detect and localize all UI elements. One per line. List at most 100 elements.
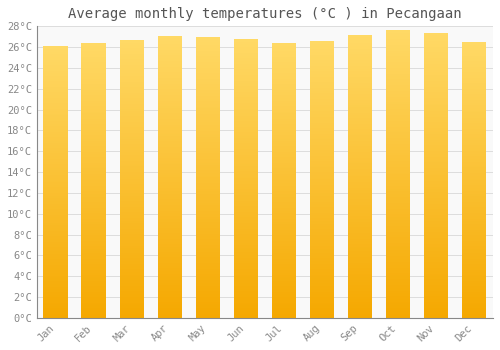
Bar xyxy=(196,239,220,240)
Bar xyxy=(310,66,334,67)
Bar xyxy=(310,290,334,292)
Bar xyxy=(44,313,68,314)
Bar xyxy=(272,130,296,131)
Bar xyxy=(196,102,220,103)
Bar xyxy=(386,74,410,75)
Bar xyxy=(462,289,486,290)
Bar xyxy=(424,131,448,132)
Bar xyxy=(272,122,296,124)
Bar xyxy=(158,116,182,118)
Bar xyxy=(44,187,68,189)
Bar xyxy=(348,220,372,222)
Bar xyxy=(424,238,448,239)
Bar xyxy=(234,287,258,288)
Bar xyxy=(196,246,220,247)
Bar xyxy=(348,131,372,132)
Bar xyxy=(310,121,334,122)
Bar xyxy=(310,55,334,56)
Bar xyxy=(310,167,334,168)
Bar xyxy=(272,275,296,276)
Bar xyxy=(234,215,258,216)
Bar xyxy=(120,229,144,230)
Bar xyxy=(424,98,448,100)
Bar xyxy=(234,139,258,141)
Bar xyxy=(386,196,410,197)
Bar xyxy=(462,261,486,262)
Bar xyxy=(272,245,296,246)
Bar xyxy=(196,272,220,273)
Bar xyxy=(234,238,258,240)
Bar xyxy=(234,309,258,311)
Bar xyxy=(462,103,486,104)
Bar xyxy=(158,298,182,300)
Bar xyxy=(424,111,448,112)
Bar xyxy=(234,257,258,258)
Bar xyxy=(234,43,258,44)
Bar xyxy=(424,184,448,185)
Bar xyxy=(44,191,68,193)
Bar xyxy=(348,147,372,148)
Bar xyxy=(424,211,448,212)
Bar xyxy=(424,278,448,279)
Bar xyxy=(44,179,68,181)
Bar xyxy=(272,211,296,212)
Bar xyxy=(462,88,486,89)
Bar xyxy=(386,76,410,78)
Bar xyxy=(120,304,144,305)
Bar xyxy=(120,228,144,229)
Bar xyxy=(196,61,220,62)
Bar xyxy=(82,184,106,186)
Bar xyxy=(196,156,220,158)
Bar xyxy=(348,98,372,100)
Bar xyxy=(196,134,220,135)
Bar xyxy=(424,289,448,291)
Bar xyxy=(158,219,182,220)
Bar xyxy=(82,209,106,211)
Bar xyxy=(234,269,258,271)
Bar xyxy=(424,64,448,65)
Bar xyxy=(310,217,334,218)
Bar xyxy=(348,66,372,67)
Bar xyxy=(348,285,372,287)
Bar xyxy=(82,223,106,224)
Bar xyxy=(386,269,410,271)
Bar xyxy=(196,254,220,256)
Bar xyxy=(82,176,106,178)
Bar xyxy=(272,121,296,122)
Bar xyxy=(348,185,372,186)
Bar xyxy=(158,311,182,312)
Bar xyxy=(44,247,68,248)
Bar xyxy=(196,177,220,179)
Bar xyxy=(158,247,182,249)
Bar xyxy=(386,72,410,74)
Bar xyxy=(82,275,106,276)
Bar xyxy=(234,202,258,203)
Bar xyxy=(424,246,448,248)
Bar xyxy=(462,51,486,53)
Bar xyxy=(310,82,334,84)
Bar xyxy=(196,160,220,162)
Bar xyxy=(158,267,182,268)
Bar xyxy=(120,134,144,136)
Bar xyxy=(196,41,220,42)
Bar xyxy=(386,41,410,42)
Bar xyxy=(44,159,68,160)
Bar xyxy=(424,87,448,88)
Bar xyxy=(424,294,448,295)
Bar xyxy=(120,187,144,189)
Bar xyxy=(386,85,410,86)
Bar xyxy=(310,99,334,100)
Bar xyxy=(234,234,258,236)
Bar xyxy=(310,50,334,52)
Bar xyxy=(272,234,296,236)
Bar xyxy=(462,148,486,149)
Bar xyxy=(158,290,182,291)
Bar xyxy=(272,224,296,226)
Bar xyxy=(310,285,334,286)
Bar xyxy=(386,174,410,176)
Bar xyxy=(348,139,372,141)
Bar xyxy=(424,130,448,131)
Bar xyxy=(44,212,68,213)
Bar xyxy=(310,56,334,57)
Bar xyxy=(196,40,220,41)
